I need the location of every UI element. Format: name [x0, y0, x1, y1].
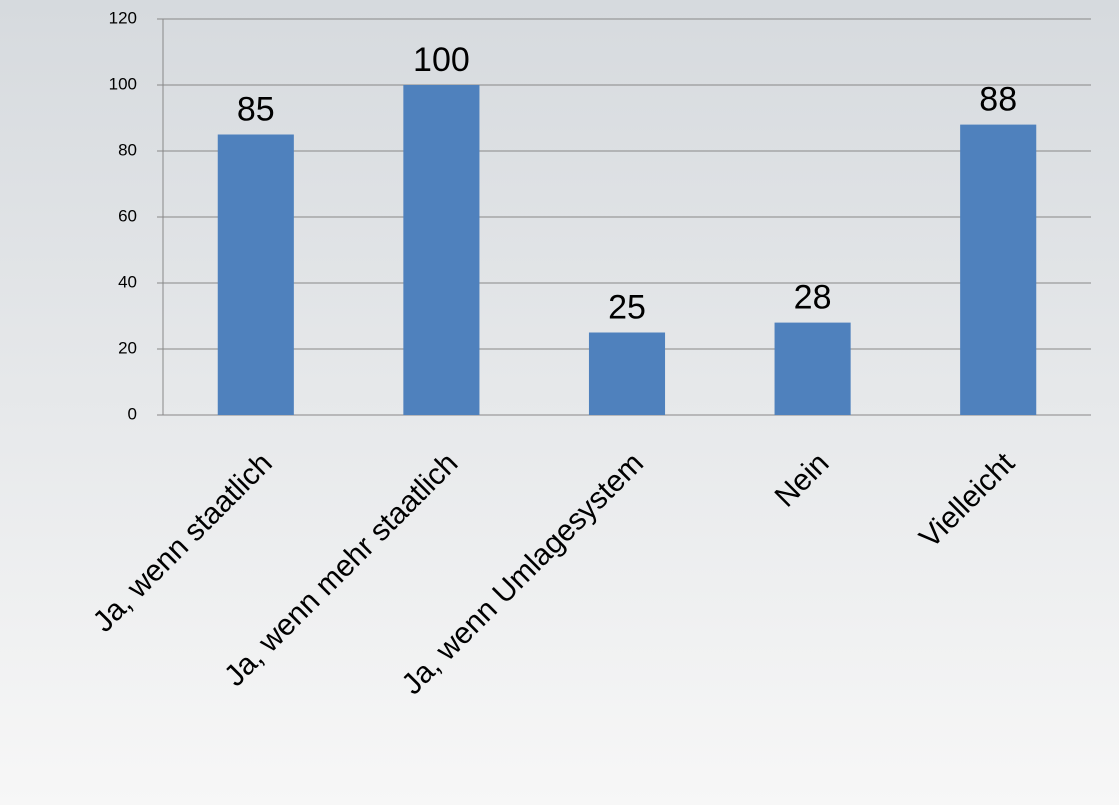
y-tick-label: 100 [109, 74, 137, 93]
y-tick-label: 80 [118, 140, 137, 159]
data-label: 88 [979, 81, 1017, 119]
y-tick-label: 60 [118, 206, 137, 225]
bar [960, 124, 1037, 415]
bar [217, 134, 294, 415]
bar [588, 332, 666, 415]
y-tick-label: 40 [118, 272, 137, 291]
data-label: 100 [413, 41, 470, 79]
bar [403, 85, 480, 415]
data-label: 25 [608, 289, 646, 327]
y-tick-label: 20 [118, 338, 137, 357]
data-label: 85 [237, 91, 275, 129]
bar [774, 322, 851, 415]
data-label: 28 [794, 279, 832, 317]
y-tick-label: 120 [109, 8, 137, 27]
y-tick-label: 0 [128, 404, 137, 423]
